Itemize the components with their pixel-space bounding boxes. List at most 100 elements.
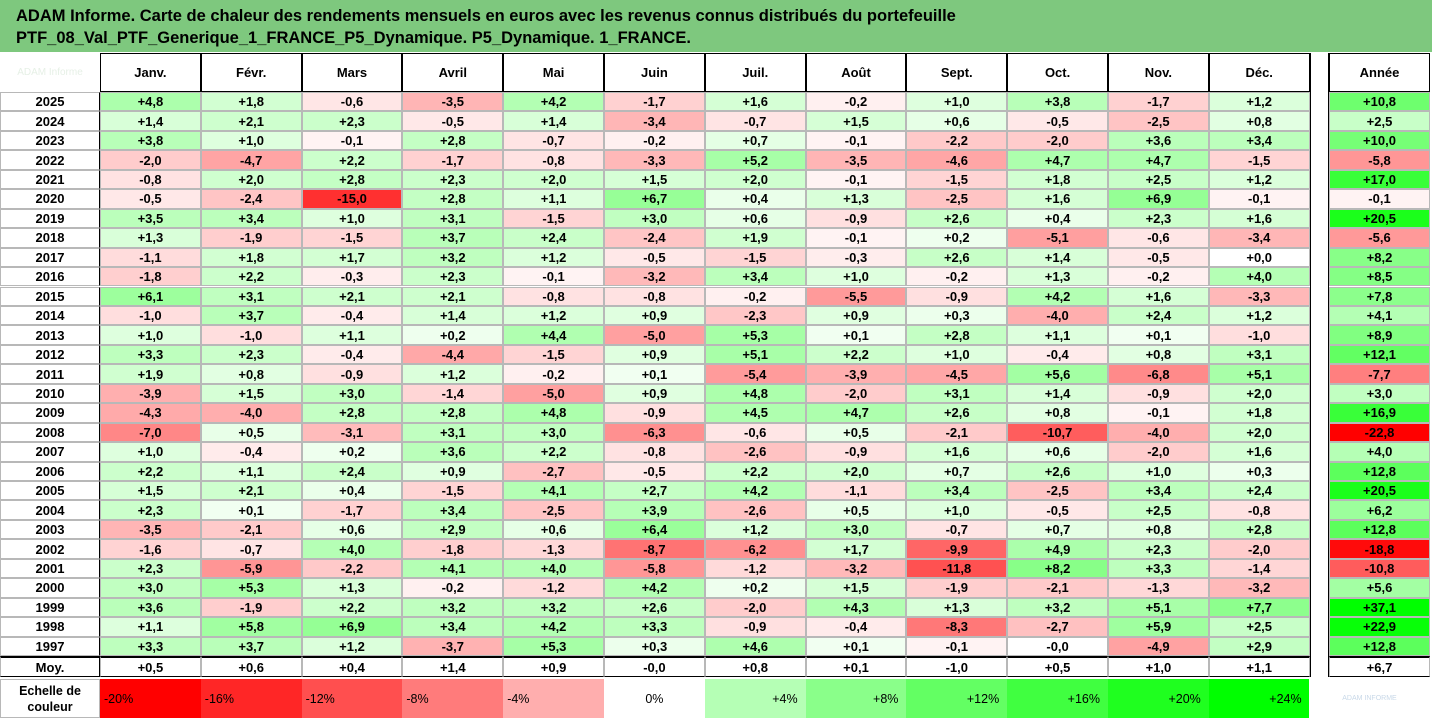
heatmap-cell: -5,1 — [1007, 228, 1108, 248]
heatmap-cell: +1,6 — [1108, 286, 1209, 306]
heatmap-cell: +1,8 — [1208, 403, 1310, 423]
heatmap-cell: +3,1 — [402, 208, 504, 229]
annual-cell: -22,8 — [1329, 422, 1430, 443]
heatmap-cell: +5,6 — [1007, 364, 1108, 384]
heatmap-cell: +0,1 — [805, 325, 907, 345]
heatmap-cell: -0,7 — [906, 519, 1008, 540]
row-year-label: 2016 — [0, 267, 100, 287]
heatmap-cell: +1,4 — [100, 111, 201, 131]
heatmap-cell: +0,9 — [604, 305, 705, 326]
annual-cell: +20,5 — [1329, 208, 1430, 229]
heatmap-cell: +1,3 — [805, 189, 907, 209]
heatmap-cell: +5,1 — [1108, 597, 1209, 618]
annual-cell: +16,9 — [1329, 403, 1430, 423]
heatmap-cell: -1,5 — [906, 169, 1008, 190]
heatmap-cell: +1,9 — [704, 228, 806, 248]
heatmap-cell: +2,3 — [100, 558, 201, 579]
heatmap-cell: -0,5 — [1007, 500, 1108, 520]
heatmap-cell: -0,5 — [100, 189, 201, 209]
annual-cell: -18,8 — [1329, 539, 1430, 559]
heatmap-cell: +2,3 — [1108, 539, 1209, 559]
column-header: Juil. — [704, 53, 806, 92]
heatmap-cell: -4,5 — [906, 364, 1008, 384]
heatmap-cell: +1,5 — [200, 383, 302, 404]
heatmap-cell: +0,4 — [301, 481, 403, 501]
heatmap-cell: -2,6 — [704, 500, 806, 520]
heatmap-cell: -0,7 — [200, 539, 302, 559]
heatmap-cell: +3,2 — [402, 247, 504, 268]
average-cell: +0,9 — [503, 656, 604, 678]
heatmap-cell: +4,2 — [604, 578, 705, 598]
heatmap-cell: +2,2 — [805, 344, 907, 365]
heatmap-cell: +3,2 — [402, 597, 504, 618]
heatmap-cell: -4,0 — [1108, 422, 1209, 443]
heatmap-cell: +3,1 — [402, 422, 504, 443]
heatmap-cell: +1,1 — [301, 325, 403, 345]
heatmap-cell: +1,0 — [805, 267, 907, 287]
annual-cell: -5,8 — [1329, 150, 1430, 170]
heatmap-cell: +3,8 — [100, 130, 201, 151]
heatmap-cell: -1,3 — [1108, 578, 1209, 598]
color-scale-swatch: -8% — [402, 679, 504, 718]
heatmap-cell: +1,3 — [906, 597, 1008, 618]
heatmap-cell: +1,6 — [906, 442, 1008, 462]
heatmap-cell: +1,2 — [402, 364, 504, 384]
heatmap-cell: +0,5 — [805, 422, 907, 443]
heatmap-cell: -0,5 — [1007, 111, 1108, 131]
heatmap-cell: -1,5 — [1208, 150, 1310, 170]
heatmap-cell: -0,2 — [704, 286, 806, 306]
column-header: Févr. — [200, 53, 302, 92]
row-year-label: 2022 — [0, 150, 100, 170]
annual-cell: +3,0 — [1329, 383, 1430, 404]
heatmap-cell: -5,8 — [604, 558, 705, 579]
heatmap-cell: -0,9 — [805, 208, 907, 229]
heatmap-cell: +6,9 — [301, 617, 403, 637]
row-year-label: 2014 — [0, 305, 100, 326]
heatmap-cell: -15,0 — [301, 189, 403, 209]
heatmap-cell: +0,6 — [301, 519, 403, 540]
heatmap-cell: +0,7 — [704, 130, 806, 151]
heatmap-cell: -0,1 — [805, 130, 907, 151]
heatmap-cell: +1,0 — [906, 344, 1008, 365]
heatmap-cell: +1,6 — [704, 92, 806, 112]
heatmap-cell: -0,8 — [503, 286, 604, 306]
row-year-label: 2003 — [0, 519, 100, 540]
heatmap-cell: +0,9 — [805, 305, 907, 326]
heatmap-cell: -0,4 — [301, 305, 403, 326]
heatmap-cell: -0,1 — [503, 267, 604, 287]
heatmap-cell: -0,3 — [805, 247, 907, 268]
heatmap-cell: +4,2 — [1007, 286, 1108, 306]
heatmap-cell: +1,0 — [1108, 461, 1209, 481]
heatmap-cell: +1,1 — [1007, 325, 1108, 345]
heatmap-cell: +2,4 — [503, 228, 604, 248]
row-year-label: 2010 — [0, 383, 100, 404]
color-scale-swatch: -16% — [200, 679, 302, 718]
heatmap-cell: +0,3 — [1208, 461, 1310, 481]
heatmap-cell: +4,7 — [805, 403, 907, 423]
heatmap-cell: +1,3 — [301, 578, 403, 598]
color-scale-swatch: +16% — [1007, 679, 1108, 718]
heatmap-cell: +4,8 — [503, 403, 604, 423]
heatmap-cell: +2,0 — [200, 169, 302, 190]
heatmap-cell: -1,7 — [1108, 92, 1209, 112]
heatmap-cell: +2,3 — [100, 500, 201, 520]
heatmap-cell: -0,2 — [503, 364, 604, 384]
heatmap-cell: -3,9 — [100, 383, 201, 404]
heatmap-cell: +2,0 — [1208, 383, 1310, 404]
heatmap-cell: -2,7 — [1007, 617, 1108, 637]
heatmap-cell: +0,4 — [704, 189, 806, 209]
heatmap-cell: +3,7 — [200, 636, 302, 657]
heatmap-cell: -3,1 — [301, 422, 403, 443]
annual-column-header: Année — [1329, 53, 1430, 92]
color-scale-swatch: +4% — [704, 679, 806, 718]
color-scale-label-line-2: couleur — [27, 699, 73, 714]
heatmap-cell: +5,8 — [200, 617, 302, 637]
heatmap-cell: +0,1 — [604, 364, 705, 384]
heatmap-cell: +0,2 — [301, 442, 403, 462]
title-line-1: ADAM Informe. Carte de chaleur des rende… — [16, 7, 956, 25]
heatmap-cell: +3,4 — [402, 500, 504, 520]
heatmap-cell: +1,0 — [906, 92, 1008, 112]
heatmap-cell: +2,6 — [906, 403, 1008, 423]
heatmap-cell: -0,1 — [1108, 403, 1209, 423]
average-cell: +0,1 — [805, 656, 907, 678]
